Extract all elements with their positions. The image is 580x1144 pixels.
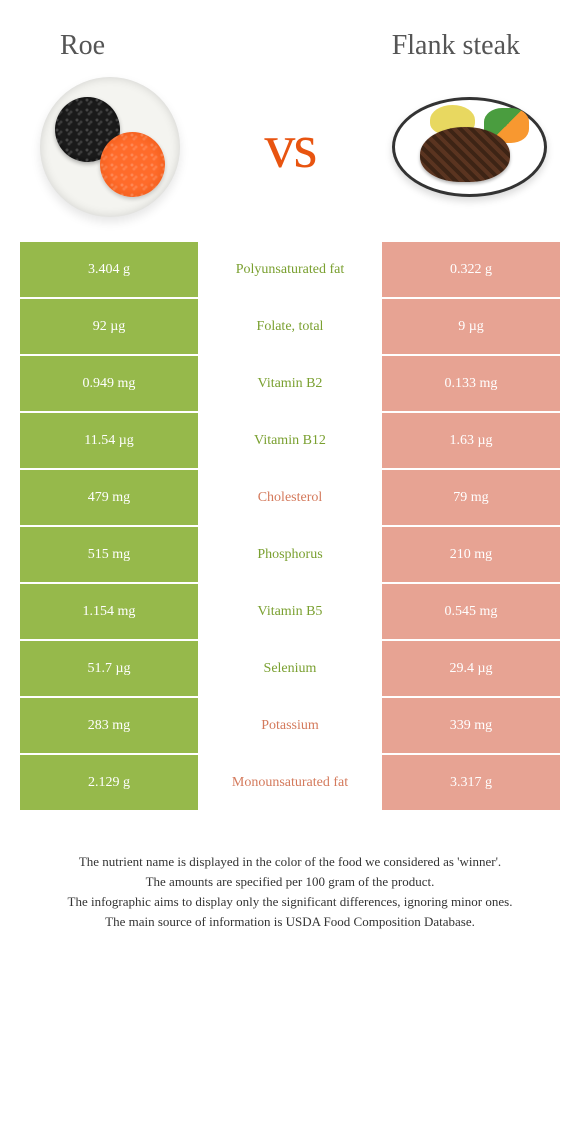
table-row: 283 mgPotassium339 mg bbox=[20, 698, 560, 753]
steak-image bbox=[390, 82, 550, 212]
left-value: 0.949 mg bbox=[20, 356, 198, 411]
nutrient-label: Vitamin B2 bbox=[198, 356, 382, 411]
right-value: 79 mg bbox=[382, 470, 560, 525]
table-row: 3.404 gPolyunsaturated fat0.322 g bbox=[20, 242, 560, 297]
header: Roe Flank steak bbox=[0, 0, 580, 72]
nutrient-label: Selenium bbox=[198, 641, 382, 696]
table-row: 51.7 µgSelenium29.4 µg bbox=[20, 641, 560, 696]
table-row: 1.154 mgVitamin B50.545 mg bbox=[20, 584, 560, 639]
left-value: 3.404 g bbox=[20, 242, 198, 297]
table-row: 479 mgCholesterol79 mg bbox=[20, 470, 560, 525]
nutrient-label: Monounsaturated fat bbox=[198, 755, 382, 810]
right-value: 1.63 µg bbox=[382, 413, 560, 468]
table-row: 11.54 µgVitamin B121.63 µg bbox=[20, 413, 560, 468]
right-food-title: Flank steak bbox=[392, 30, 520, 62]
nutrient-label: Cholesterol bbox=[198, 470, 382, 525]
comparison-table: 3.404 gPolyunsaturated fat0.322 g92 µgFo… bbox=[20, 242, 560, 810]
left-value: 1.154 mg bbox=[20, 584, 198, 639]
right-value: 0.545 mg bbox=[382, 584, 560, 639]
nutrient-label: Potassium bbox=[198, 698, 382, 753]
footer-line: The main source of information is USDA F… bbox=[30, 912, 550, 932]
nutrient-label: Vitamin B5 bbox=[198, 584, 382, 639]
footer-line: The nutrient name is displayed in the co… bbox=[30, 852, 550, 872]
right-value: 3.317 g bbox=[382, 755, 560, 810]
left-value: 92 µg bbox=[20, 299, 198, 354]
left-food-title: Roe bbox=[60, 30, 105, 62]
left-value: 2.129 g bbox=[20, 755, 198, 810]
footer-line: The amounts are specified per 100 gram o… bbox=[30, 872, 550, 892]
vs-label: vs bbox=[264, 112, 315, 183]
right-value: 210 mg bbox=[382, 527, 560, 582]
footer-line: The infographic aims to display only the… bbox=[30, 892, 550, 912]
table-row: 0.949 mgVitamin B20.133 mg bbox=[20, 356, 560, 411]
table-row: 92 µgFolate, total9 µg bbox=[20, 299, 560, 354]
left-value: 51.7 µg bbox=[20, 641, 198, 696]
nutrient-label: Polyunsaturated fat bbox=[198, 242, 382, 297]
nutrient-label: Vitamin B12 bbox=[198, 413, 382, 468]
right-value: 9 µg bbox=[382, 299, 560, 354]
left-value: 479 mg bbox=[20, 470, 198, 525]
right-value: 0.133 mg bbox=[382, 356, 560, 411]
table-row: 2.129 gMonounsaturated fat3.317 g bbox=[20, 755, 560, 810]
nutrient-label: Phosphorus bbox=[198, 527, 382, 582]
left-value: 11.54 µg bbox=[20, 413, 198, 468]
footer-notes: The nutrient name is displayed in the co… bbox=[0, 812, 580, 953]
left-value: 515 mg bbox=[20, 527, 198, 582]
images-row: vs bbox=[0, 72, 580, 242]
left-value: 283 mg bbox=[20, 698, 198, 753]
right-value: 29.4 µg bbox=[382, 641, 560, 696]
roe-image bbox=[30, 82, 190, 212]
right-value: 339 mg bbox=[382, 698, 560, 753]
right-value: 0.322 g bbox=[382, 242, 560, 297]
nutrient-label: Folate, total bbox=[198, 299, 382, 354]
table-row: 515 mgPhosphorus210 mg bbox=[20, 527, 560, 582]
